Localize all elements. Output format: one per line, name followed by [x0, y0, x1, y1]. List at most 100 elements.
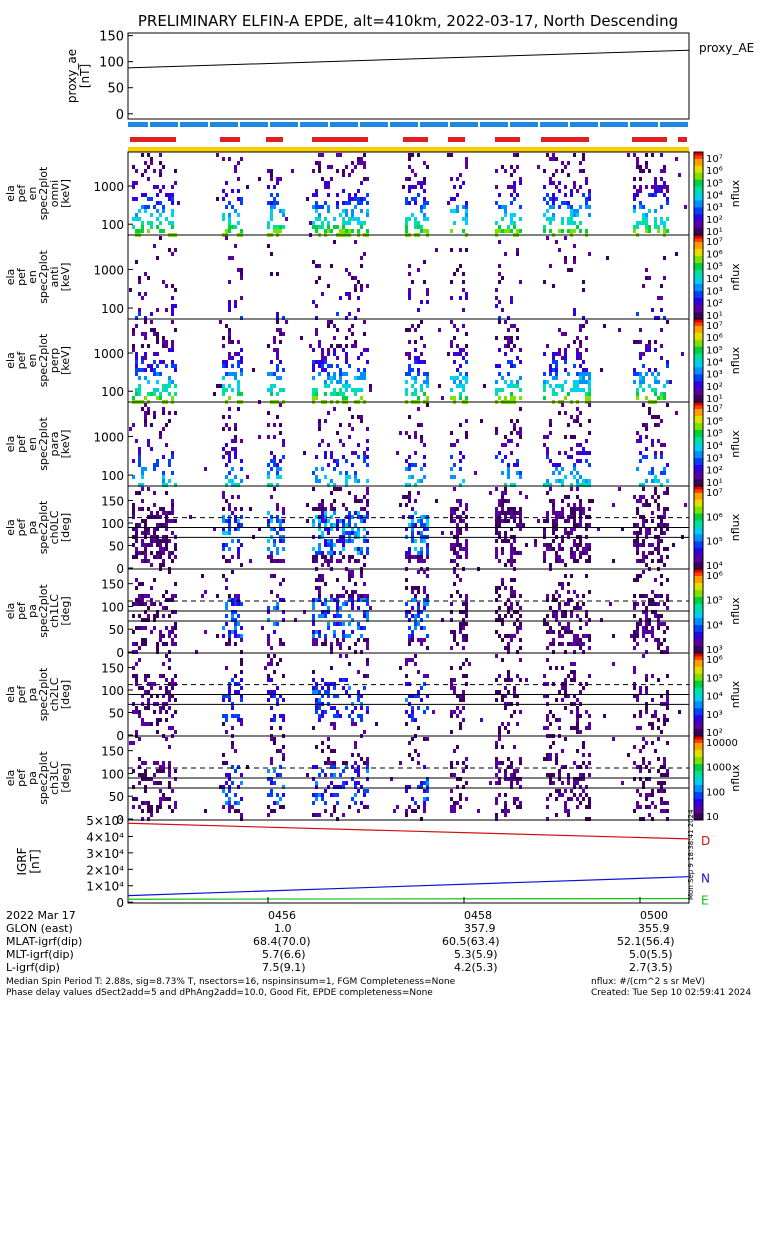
spectrogram-pixel [270, 272, 273, 276]
spectrogram-pixel [417, 225, 420, 229]
spectrogram-pixel [150, 813, 153, 817]
spectrogram-pixel [135, 439, 138, 443]
spectrogram-pixel [516, 626, 519, 630]
spectrogram-pixel [267, 547, 270, 551]
spectrogram-pixel [138, 710, 141, 714]
spectrogram-pixel [642, 757, 645, 761]
spectrogram-pixel [498, 730, 501, 734]
spectrogram-pixel [237, 380, 240, 384]
spectrogram-pixel [339, 642, 342, 646]
spectrogram-pixel [588, 419, 591, 423]
spectrogram-pixel [321, 531, 324, 535]
spectrogram-pixel [351, 539, 354, 543]
spectrogram-pixel [321, 153, 324, 157]
spectrogram-pixel [279, 598, 282, 602]
spectrogram-pixel [423, 181, 426, 185]
spectrogram-pixel [228, 300, 231, 304]
spectrogram-pixel [327, 539, 330, 543]
spectrogram-pixel [504, 455, 507, 459]
spectrogram-pixel [549, 177, 552, 181]
spectrogram-pixel [660, 555, 663, 559]
spectrogram-pixel [633, 177, 636, 181]
spectrogram-pixel [546, 658, 549, 662]
spectrogram-pixel [150, 368, 153, 372]
spectrogram-pixel [459, 392, 462, 396]
spectrogram-pixel [135, 527, 138, 531]
spectrogram-pixel [408, 288, 411, 292]
spectrogram-pixel [141, 602, 144, 606]
spectrogram-pixel [174, 674, 177, 678]
spectrogram-pixel [405, 602, 408, 606]
spectrogram-pixel [279, 694, 282, 698]
spectrogram-pixel [282, 793, 285, 797]
spectrogram-pixel [507, 507, 510, 511]
spectrogram-pixel [138, 312, 141, 316]
spectrogram-pixel [579, 352, 582, 356]
spectrogram-pixel [333, 598, 336, 602]
spectrogram-pixel [504, 563, 507, 567]
spectrogram-pixel [135, 730, 138, 734]
spectrogram-pixel [666, 487, 669, 491]
spectrogram-pixel [165, 543, 168, 547]
spectrogram-pixel [579, 324, 582, 328]
spectrogram-pixel [450, 809, 453, 813]
spectrogram-pixel [159, 563, 162, 567]
spectrogram-pixel [225, 193, 228, 197]
spectrogram-pixel [498, 761, 501, 765]
spectrogram-pixel [633, 809, 636, 813]
panel-ylabel-line: spec2plot [37, 166, 50, 220]
spectrogram-pixel [654, 710, 657, 714]
spectrogram-pixel [339, 646, 342, 650]
spectrogram-pixel [234, 423, 237, 427]
spectrogram-pixel [348, 594, 351, 598]
spectrogram-pixel [141, 193, 144, 197]
spectrogram-pixel [234, 682, 237, 686]
colorbar-tick-label: 10⁴ [706, 441, 723, 452]
spectrogram-pixel [555, 364, 558, 368]
spectrogram-pixel [276, 356, 279, 360]
spectrogram-pixel [432, 710, 435, 714]
spectrogram-pixel [660, 419, 663, 423]
spectrogram-pixel [588, 726, 591, 730]
spectrogram-pixel [651, 415, 654, 419]
spectrogram-pixel [402, 515, 405, 519]
spectrogram-pixel [318, 551, 321, 555]
spectrogram-pixel [171, 225, 174, 229]
ytick-label: 100 [101, 218, 124, 232]
spectrogram-pixel [282, 785, 285, 789]
spectrogram-pixel [423, 280, 426, 284]
colorbar-swatch [694, 753, 703, 758]
spectrogram-pixel [168, 785, 171, 789]
spectrogram-pixel [639, 169, 642, 173]
spectrogram-pixel [408, 177, 411, 181]
spectrogram-pixel [636, 161, 639, 165]
spectrogram-pixel [621, 781, 624, 785]
spectrogram-pixel [510, 578, 513, 582]
spectrogram-pixel [354, 344, 357, 348]
spectrogram-pixel [351, 797, 354, 801]
spectrogram-pixel [561, 169, 564, 173]
spectrogram-pixel [642, 737, 645, 741]
spectrogram-pixel [558, 515, 561, 519]
spectrogram-pixel [450, 443, 453, 447]
spectrogram-pixel [168, 392, 171, 396]
spectrogram-pixel [558, 543, 561, 547]
spectrogram-pixel [351, 753, 354, 757]
spectrogram-pixel [660, 217, 663, 221]
spectrogram-pixel [639, 726, 642, 730]
spectrogram-pixel [159, 360, 162, 364]
spectrogram-pixel [147, 674, 150, 678]
colorbar-swatch [694, 593, 703, 598]
spectrogram-pixel [450, 431, 453, 435]
spectrogram-pixel [273, 630, 276, 634]
spectrogram-pixel [225, 730, 228, 734]
spectrogram-pixel [414, 185, 417, 189]
spectrogram-pixel [282, 610, 285, 614]
spectrogram-pixel [171, 380, 174, 384]
spectrogram-pixel [510, 551, 513, 555]
spectrogram-pixel [312, 559, 315, 563]
spectrogram-pixel [324, 519, 327, 523]
spectrogram-pixel [453, 630, 456, 634]
spectrogram-pixel [645, 372, 648, 376]
spectrogram-pixel [225, 714, 228, 718]
